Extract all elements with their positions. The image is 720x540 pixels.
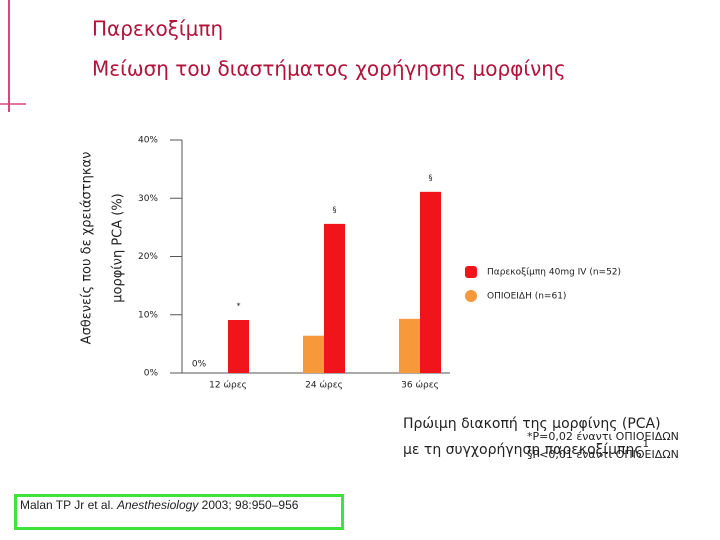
bar bbox=[399, 318, 420, 373]
legend-swatch bbox=[465, 266, 477, 278]
x-tick-label: 36 ώρες bbox=[401, 380, 439, 391]
y-tick-label: 20% bbox=[138, 252, 158, 262]
bar bbox=[228, 319, 249, 373]
x-tick-label: 24 ώρες bbox=[305, 380, 343, 391]
caption-text: με τη συγχορήγηση παρεκοξίμπης bbox=[403, 442, 643, 458]
bar bbox=[324, 223, 345, 373]
caption: με τη συγχορήγηση παρεκοξίμπης1 bbox=[403, 439, 649, 458]
x-tick-label: 12 ώρες bbox=[209, 380, 247, 391]
annotation: * bbox=[237, 301, 241, 310]
y-tick-label: 30% bbox=[138, 194, 158, 204]
title: Παρεκοξίμπη bbox=[92, 17, 223, 41]
legend-label: Παρεκοξίμπη 40mg IV (n=52) bbox=[487, 268, 621, 278]
annotation: § bbox=[429, 173, 433, 182]
bar bbox=[303, 335, 324, 373]
legend-label: ΟΠΙΟΕΙΔΗ (n=61) bbox=[487, 292, 566, 302]
caption-superscript: 1 bbox=[643, 439, 649, 450]
citation-journal: Anesthesiology bbox=[116, 498, 199, 512]
subtitle: Μείωση του διαστήματος χορήγησης μορφίνη… bbox=[92, 57, 566, 81]
legend-swatch bbox=[465, 290, 477, 302]
value-label: 0% bbox=[192, 360, 207, 370]
citation-text: Malan TP Jr et al. bbox=[20, 498, 117, 512]
annotation: § bbox=[333, 205, 337, 214]
y-tick-label: 40% bbox=[138, 136, 158, 146]
citation: Malan TP Jr et al. Anesthesiology 2003; … bbox=[14, 494, 344, 530]
y-tick-label: 0% bbox=[144, 369, 159, 379]
y-label: μορφίνη PCA (%) bbox=[111, 193, 126, 303]
caption: Πρώιμη διακοπή της μορφίνης (PCA) bbox=[403, 416, 661, 432]
bar bbox=[420, 191, 441, 373]
citation-text: 2003; 98:950–956 bbox=[198, 498, 299, 512]
y-tick-label: 10% bbox=[138, 310, 158, 320]
footnote: §P<0,01 έναντι ΟΠΙΟΕΙΔΩΝ bbox=[527, 448, 679, 461]
footnote: *P=0,02 έναντι ΟΠΙΟΕΙΔΩΝ bbox=[527, 430, 679, 443]
y-label: Ασθενείς που δε χρειάστηκαν bbox=[80, 152, 95, 345]
